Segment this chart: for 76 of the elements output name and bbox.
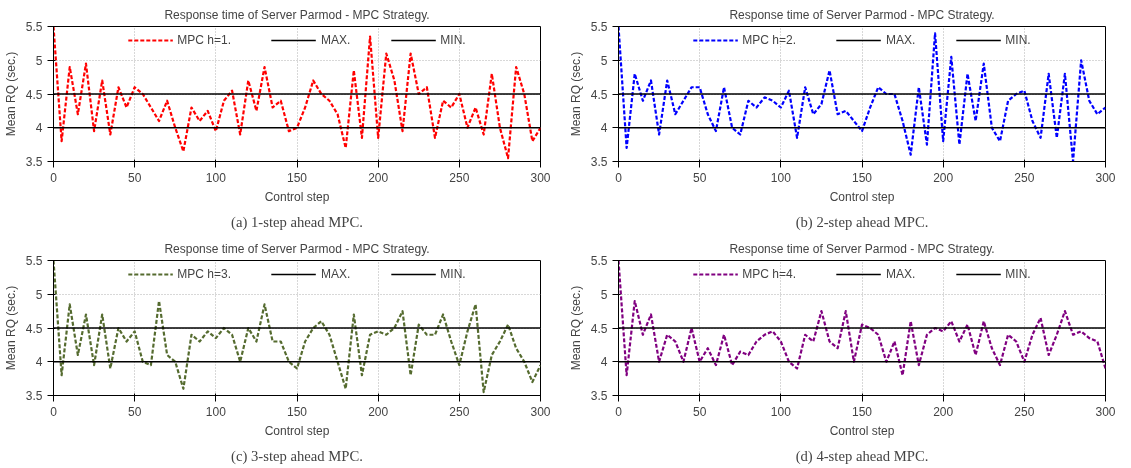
x-tick-label: 250 (1014, 404, 1035, 419)
x-tick-label: 0 (615, 404, 623, 419)
y-tick-label: 4 (600, 121, 608, 136)
legend-label: MPC h=3. (177, 267, 232, 281)
x-tick-label: 0 (615, 170, 623, 185)
x-axis-title: Control step (264, 423, 330, 438)
chart-title: Response time of Server Parmod - MPC Strategy. (164, 241, 430, 256)
legend-label: MPC h=1. (177, 33, 232, 47)
x-tick-label: 200 (368, 404, 389, 419)
x-axis-title: Control step (829, 423, 895, 438)
y-tick-label: 5.5 (590, 20, 608, 34)
x-tick-label: 300 (1095, 170, 1116, 185)
y-tick-label: 4 (35, 355, 43, 370)
legend-label: MPC h=4. (742, 267, 797, 281)
x-tick-label: 250 (449, 170, 470, 185)
y-tick-label: 5.5 (590, 254, 608, 268)
x-tick-label: 200 (368, 170, 389, 185)
x-tick-label: 0 (50, 404, 58, 419)
x-tick-label: 150 (286, 404, 308, 419)
y-tick-label: 5 (600, 53, 608, 68)
legend-label: MIN. (440, 33, 466, 47)
x-tick-label: 300 (1095, 404, 1116, 419)
x-tick-label: 50 (127, 170, 142, 185)
legend-label: MAX. (321, 33, 351, 47)
x-tick-label: 100 (770, 404, 792, 419)
x-axis-title: Control step (264, 189, 330, 204)
y-tick-label: 5 (35, 287, 43, 302)
x-tick-label: 100 (770, 170, 792, 185)
x-axis-title: Control step (829, 189, 895, 204)
text: (a) 1-step ahead MPC. (231, 213, 363, 231)
y-axis-title: Mean RQ (sec.) (3, 51, 18, 137)
text: (d) 4-step ahead MPC. (795, 447, 929, 465)
y-tick-label: 3.5 (590, 155, 608, 169)
y-tick-label: 5 (600, 287, 608, 302)
x-tick-label: 100 (205, 404, 227, 419)
y-tick-label: 4.5 (590, 87, 608, 102)
x-tick-label: 150 (851, 170, 873, 185)
x-tick-label: 100 (205, 170, 227, 185)
y-tick-label: 4.5 (25, 321, 43, 336)
x-tick-label: 150 (851, 404, 873, 419)
x-tick-label: 150 (286, 170, 308, 185)
y-tick-label: 5 (35, 53, 43, 68)
y-axis-title: Mean RQ (sec.) (568, 51, 583, 137)
legend-label: MIN. (440, 267, 466, 281)
x-tick-label: 50 (692, 404, 707, 419)
y-axis-title: Mean RQ (sec.) (568, 285, 583, 371)
x-tick-label: 300 (530, 404, 551, 419)
y-tick-label: 4 (35, 121, 43, 136)
x-tick-label: 50 (127, 404, 142, 419)
y-tick-label: 3.5 (25, 155, 43, 169)
y-axis-title: Mean RQ (sec.) (3, 285, 18, 371)
y-tick-label: 4.5 (590, 321, 608, 336)
chart-title: Response time of Server Parmod - MPC Strategy. (164, 7, 430, 22)
x-tick-label: 50 (692, 170, 707, 185)
y-tick-label: 3.5 (25, 389, 43, 403)
legend-label: MIN. (1005, 267, 1031, 281)
x-tick-label: 300 (530, 170, 551, 185)
text: (b) 2-step ahead MPC. (795, 213, 929, 231)
legend-label: MIN. (1005, 33, 1031, 47)
legend-label: MAX. (886, 33, 916, 47)
x-tick-label: 250 (449, 404, 470, 419)
y-tick-label: 4.5 (25, 87, 43, 102)
y-tick-label: 5.5 (25, 20, 43, 34)
chart-title: Response time of Server Parmod - MPC Strategy. (729, 7, 995, 22)
legend-label: MAX. (886, 267, 916, 281)
text: (c) 3-step ahead MPC. (231, 447, 363, 465)
y-tick-label: 4 (600, 355, 608, 370)
x-tick-label: 0 (50, 170, 58, 185)
y-tick-label: 5.5 (25, 254, 43, 268)
x-tick-label: 200 (933, 404, 954, 419)
x-tick-label: 250 (1014, 170, 1035, 185)
chart-title: Response time of Server Parmod - MPC Strategy. (729, 241, 995, 256)
legend-label: MPC h=2. (742, 33, 797, 47)
y-tick-label: 3.5 (590, 389, 608, 403)
x-tick-label: 200 (933, 170, 954, 185)
legend-label: MAX. (321, 267, 351, 281)
